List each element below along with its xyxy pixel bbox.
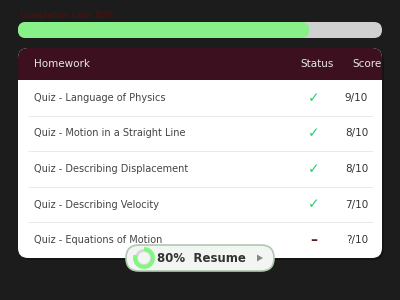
- Text: 9/10: 9/10: [345, 93, 368, 103]
- Text: 7/10: 7/10: [345, 200, 368, 210]
- Text: Status: Status: [300, 59, 333, 69]
- Polygon shape: [257, 254, 263, 262]
- Bar: [18, 64, 382, 80]
- Text: Quiz - Describing Displacement: Quiz - Describing Displacement: [34, 164, 188, 174]
- Text: Quiz - Motion in a Straight Line: Quiz - Motion in a Straight Line: [34, 128, 186, 138]
- Text: Homework: Homework: [34, 59, 90, 69]
- Text: ✓: ✓: [308, 126, 320, 140]
- Text: Score: Score: [352, 59, 381, 69]
- Text: ?/10: ?/10: [346, 235, 368, 245]
- Circle shape: [138, 252, 150, 264]
- FancyBboxPatch shape: [18, 22, 382, 38]
- FancyBboxPatch shape: [126, 245, 274, 271]
- FancyBboxPatch shape: [18, 48, 382, 258]
- Text: ✓: ✓: [308, 91, 320, 105]
- FancyBboxPatch shape: [20, 50, 384, 260]
- Text: 80%  Resume: 80% Resume: [157, 251, 246, 265]
- Text: Quiz - Equations of Motion: Quiz - Equations of Motion: [34, 235, 162, 245]
- Text: Quiz - Describing Velocity: Quiz - Describing Velocity: [34, 200, 159, 210]
- Circle shape: [135, 249, 153, 267]
- Text: 8/10: 8/10: [345, 164, 368, 174]
- FancyBboxPatch shape: [18, 48, 382, 80]
- Text: Quiz - Language of Physics: Quiz - Language of Physics: [34, 93, 166, 103]
- FancyBboxPatch shape: [18, 22, 309, 38]
- Text: 8/10: 8/10: [345, 128, 368, 138]
- Text: ✓: ✓: [308, 162, 320, 176]
- Text: ✓: ✓: [308, 198, 320, 212]
- Text: Completion rate: 80%: Completion rate: 80%: [20, 11, 114, 20]
- Text: –: –: [310, 233, 318, 247]
